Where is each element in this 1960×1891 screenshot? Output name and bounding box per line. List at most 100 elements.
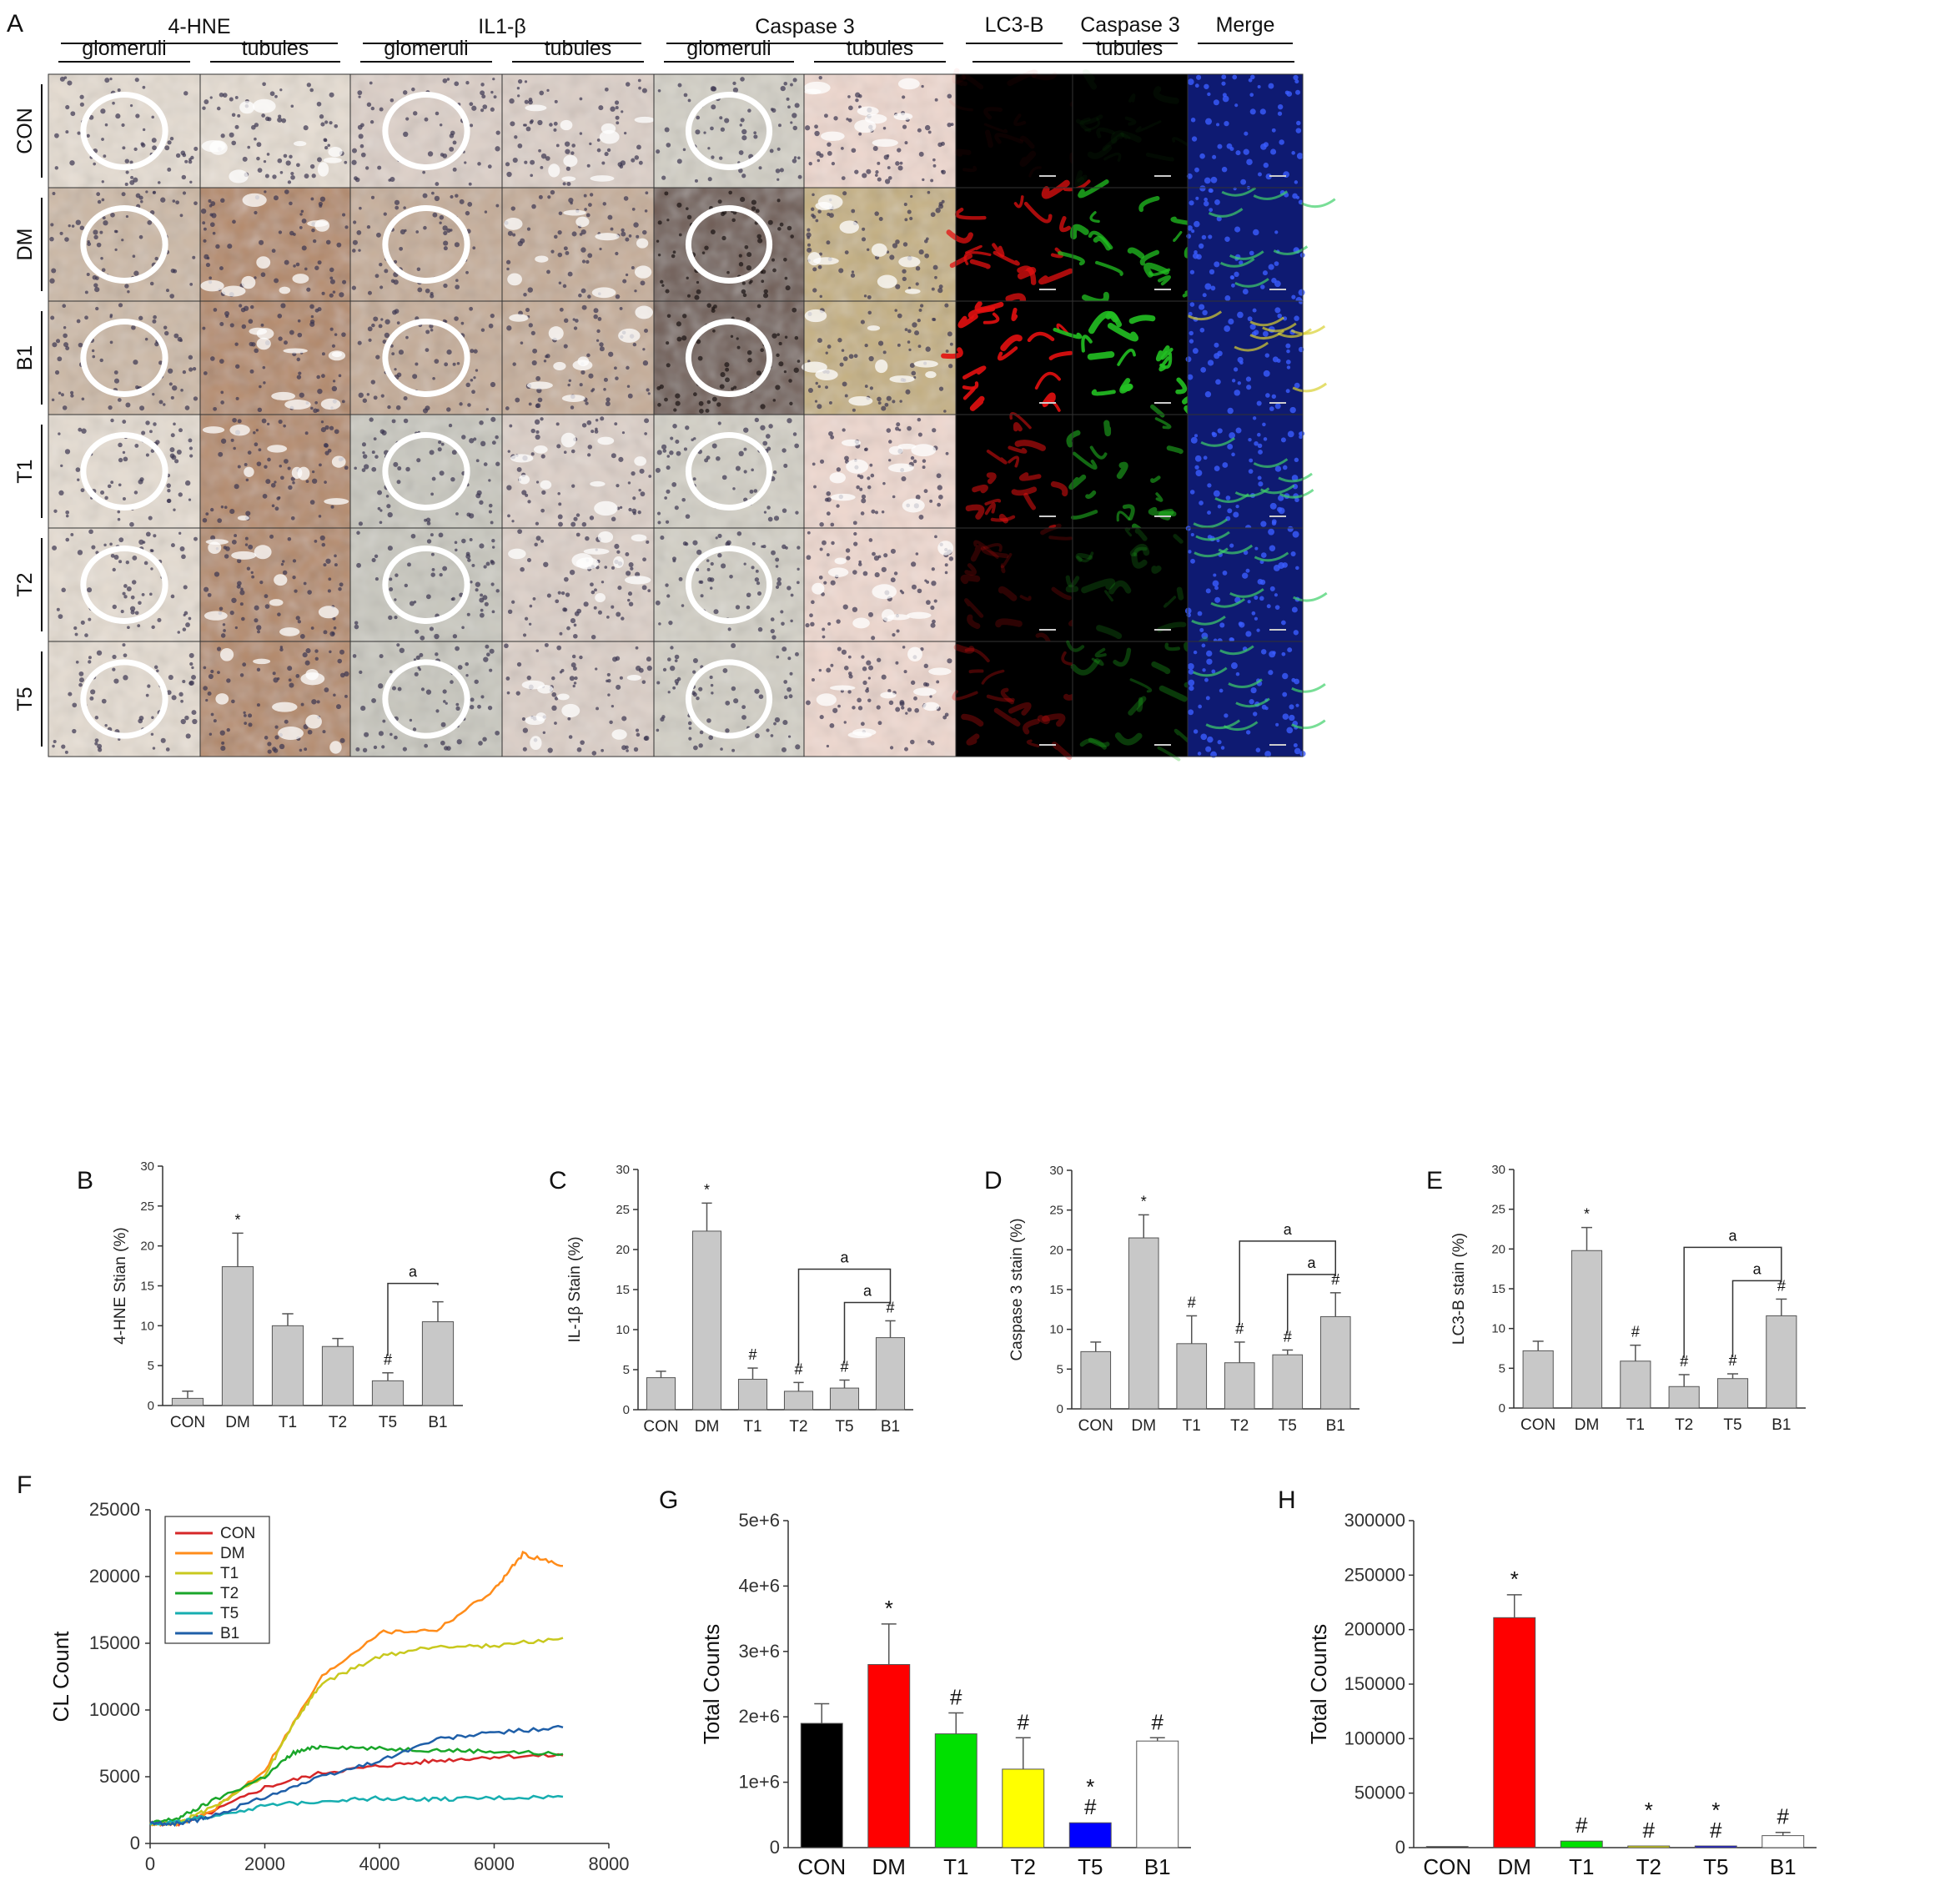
nucleus-dot	[369, 120, 374, 124]
nucleus-dot	[787, 686, 792, 692]
tubule-lumen	[535, 255, 549, 263]
dapi-dot	[1294, 180, 1299, 184]
fluor-signal	[986, 694, 1015, 702]
tubule-lumen	[533, 445, 548, 454]
nucleus-dot	[404, 229, 407, 233]
dapi-dot	[1271, 128, 1276, 133]
nucleus-dot	[570, 662, 576, 668]
nucleus-dot	[158, 400, 163, 405]
nucleus-dot	[892, 633, 896, 637]
tubule-lumen	[907, 611, 932, 619]
nucleus-dot	[529, 604, 533, 608]
nucleus-dot	[86, 273, 90, 277]
nucleus-dot	[394, 199, 400, 205]
nucleus-dot	[471, 563, 475, 567]
nucleus-dot	[314, 265, 319, 270]
nucleus-dot	[51, 268, 57, 274]
nucleus-dot	[255, 429, 259, 432]
nucleus-dot	[360, 123, 364, 128]
nucleus-dot	[874, 211, 879, 216]
x-tick-label: 8000	[589, 1853, 630, 1874]
bar	[1761, 1835, 1805, 1848]
nucleus-dot	[379, 107, 384, 112]
fluor-signal	[998, 586, 1018, 601]
nucleus-dot	[860, 511, 865, 515]
tubule-lumen	[297, 466, 310, 480]
nucleus-dot	[334, 123, 339, 128]
nucleus-dot	[424, 518, 427, 522]
dapi-dot	[1272, 356, 1279, 363]
nucleus-dot	[585, 213, 591, 218]
nucleus-dot	[234, 342, 239, 346]
nucleus-dot	[490, 582, 495, 586]
merge-signal	[1219, 258, 1255, 268]
nucleus-dot	[919, 304, 924, 308]
nucleus-dot	[425, 329, 430, 334]
nucleus-dot	[210, 201, 216, 206]
nucleus-dot	[470, 378, 474, 382]
nucleus-dot	[131, 580, 137, 585]
nucleus-dot	[555, 143, 560, 148]
fluor-signal	[953, 644, 975, 654]
nucleus-dot	[605, 400, 611, 406]
nucleus-dot	[276, 496, 280, 500]
nucleus-dot	[851, 209, 856, 214]
nucleus-dot	[75, 660, 79, 664]
fluor-signal	[1091, 657, 1104, 666]
nucleus-dot	[94, 286, 100, 293]
nucleus-dot	[777, 227, 781, 231]
nucleus-dot	[371, 697, 376, 703]
tubule-lumen	[548, 163, 560, 178]
nucleus-dot	[97, 199, 102, 204]
nucleus-dot	[84, 315, 88, 320]
fluor-signal	[1005, 293, 1027, 304]
nucleus-dot	[670, 646, 674, 650]
tissue-background	[48, 641, 200, 757]
nucleus-dot	[812, 267, 817, 272]
dapi-dot	[1295, 703, 1299, 707]
nucleus-dot	[278, 230, 283, 234]
nucleus-dot	[151, 625, 155, 630]
dapi-dot	[1202, 668, 1206, 672]
nucleus-dot	[732, 87, 739, 93]
nucleus-dot	[257, 168, 263, 173]
nucleus-dot	[882, 481, 886, 485]
nucleus-dot	[152, 747, 156, 750]
nucleus-dot	[871, 636, 876, 641]
nucleus-dot	[278, 114, 282, 118]
nucleus-dot	[456, 361, 460, 365]
nucleus-dot	[420, 635, 425, 641]
nucleus-dot	[284, 459, 289, 464]
fluor-signal	[1000, 334, 1023, 351]
dapi-dot	[1254, 616, 1259, 621]
nucleus-dot	[209, 732, 213, 736]
fluor-signal	[1157, 746, 1181, 762]
nucleus-dot	[944, 712, 949, 717]
tubule-lumen	[271, 391, 296, 400]
nucleus-dot	[728, 190, 732, 195]
bar	[867, 1663, 911, 1848]
nucleus-dot	[389, 586, 394, 592]
nucleus-dot	[209, 96, 213, 99]
nucleus-dot	[140, 199, 143, 204]
nucleus-dot	[786, 97, 790, 101]
nucleus-dot	[335, 704, 341, 710]
merge-signal	[1262, 322, 1297, 333]
nucleus-dot	[631, 208, 636, 211]
nucleus-dot	[490, 416, 496, 422]
glomerulus-outline	[382, 318, 470, 398]
nucleus-dot	[293, 233, 296, 236]
tubule-lumen	[509, 314, 529, 322]
nucleus-dot	[758, 694, 764, 700]
nucleus-dot	[202, 326, 206, 330]
nucleus-dot	[741, 135, 747, 141]
nucleus-dot	[332, 380, 336, 383]
nucleus-dot	[222, 93, 228, 98]
nucleus-dot	[910, 561, 917, 567]
nucleus-dot	[384, 319, 390, 324]
nucleus-dot	[182, 370, 187, 375]
y-tick-label: 2e+6	[738, 1706, 780, 1727]
nucleus-dot	[842, 381, 847, 387]
nucleus-dot	[930, 212, 936, 218]
nucleus-dot	[49, 236, 54, 242]
